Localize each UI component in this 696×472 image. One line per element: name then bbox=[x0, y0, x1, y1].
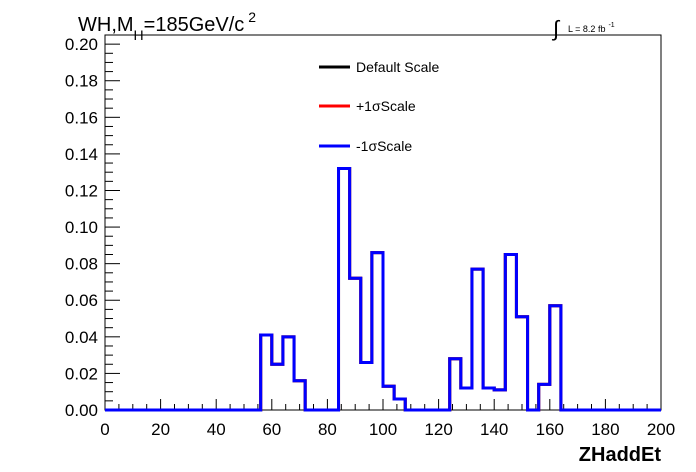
x-tick-label: 80 bbox=[318, 420, 337, 439]
x-tick-label: 100 bbox=[369, 420, 397, 439]
x-tick-label: 60 bbox=[262, 420, 281, 439]
histogram-series bbox=[105, 167, 661, 412]
x-tick-label: 20 bbox=[151, 420, 170, 439]
y-axis: 0.00 0.02 0.04 0.06 0.08 0.10 0.12 0.14 0.16 0.18… bbox=[65, 35, 120, 420]
legend: Default Scale +1σScale -1σScale bbox=[319, 59, 439, 154]
y-tick-label: 0.06 bbox=[65, 291, 98, 310]
x-tick-label: 140 bbox=[480, 420, 508, 439]
lumi-label: L = 8.2 fb -1 bbox=[568, 22, 615, 34]
legend-label-plus-sigma-scale: +1σScale bbox=[356, 98, 416, 114]
y-tick-label: 0.00 bbox=[65, 401, 98, 420]
x-tick-label: 120 bbox=[424, 420, 452, 439]
y-tick-label: 0.14 bbox=[65, 145, 98, 164]
y-tick-label: 0.18 bbox=[65, 72, 98, 91]
title-rest: =185GeV/c bbox=[144, 14, 245, 36]
legend-item-minus-sigma-scale: -1σScale bbox=[319, 138, 412, 154]
y-tick-label: 0.08 bbox=[65, 255, 98, 274]
lumi-superscript: -1 bbox=[608, 22, 614, 29]
legend-item-plus-sigma-scale: +1σScale bbox=[319, 98, 416, 114]
y-tick-label: 0.10 bbox=[65, 218, 98, 237]
legend-item-default-scale: Default Scale bbox=[319, 59, 439, 75]
y-tick-label: 0.02 bbox=[65, 364, 98, 383]
y-tick-label: 0.16 bbox=[65, 108, 98, 127]
title-main: WH,M bbox=[78, 14, 134, 36]
y-tick-label: 0.20 bbox=[65, 35, 98, 54]
x-tick-label: 40 bbox=[207, 420, 226, 439]
title-superscript: 2 bbox=[248, 9, 256, 25]
lumi-integral-symbol: ∫ bbox=[551, 16, 561, 41]
x-tick-label: 180 bbox=[591, 420, 619, 439]
y-tick-label: 0.04 bbox=[65, 328, 98, 347]
x-tick-label: 160 bbox=[536, 420, 564, 439]
y-tick-label: 0.12 bbox=[65, 181, 98, 200]
x-tick-label: 200 bbox=[647, 420, 675, 439]
lumi-text: L = 8.2 fb bbox=[568, 24, 605, 34]
x-axis-label: ZHaddEt bbox=[579, 444, 662, 466]
x-tick-label: 0 bbox=[100, 420, 109, 439]
legend-label-minus-sigma-scale: -1σScale bbox=[356, 138, 412, 154]
legend-label-default-scale: Default Scale bbox=[356, 59, 439, 75]
series-line-minus-sigma-scale bbox=[105, 167, 661, 412]
